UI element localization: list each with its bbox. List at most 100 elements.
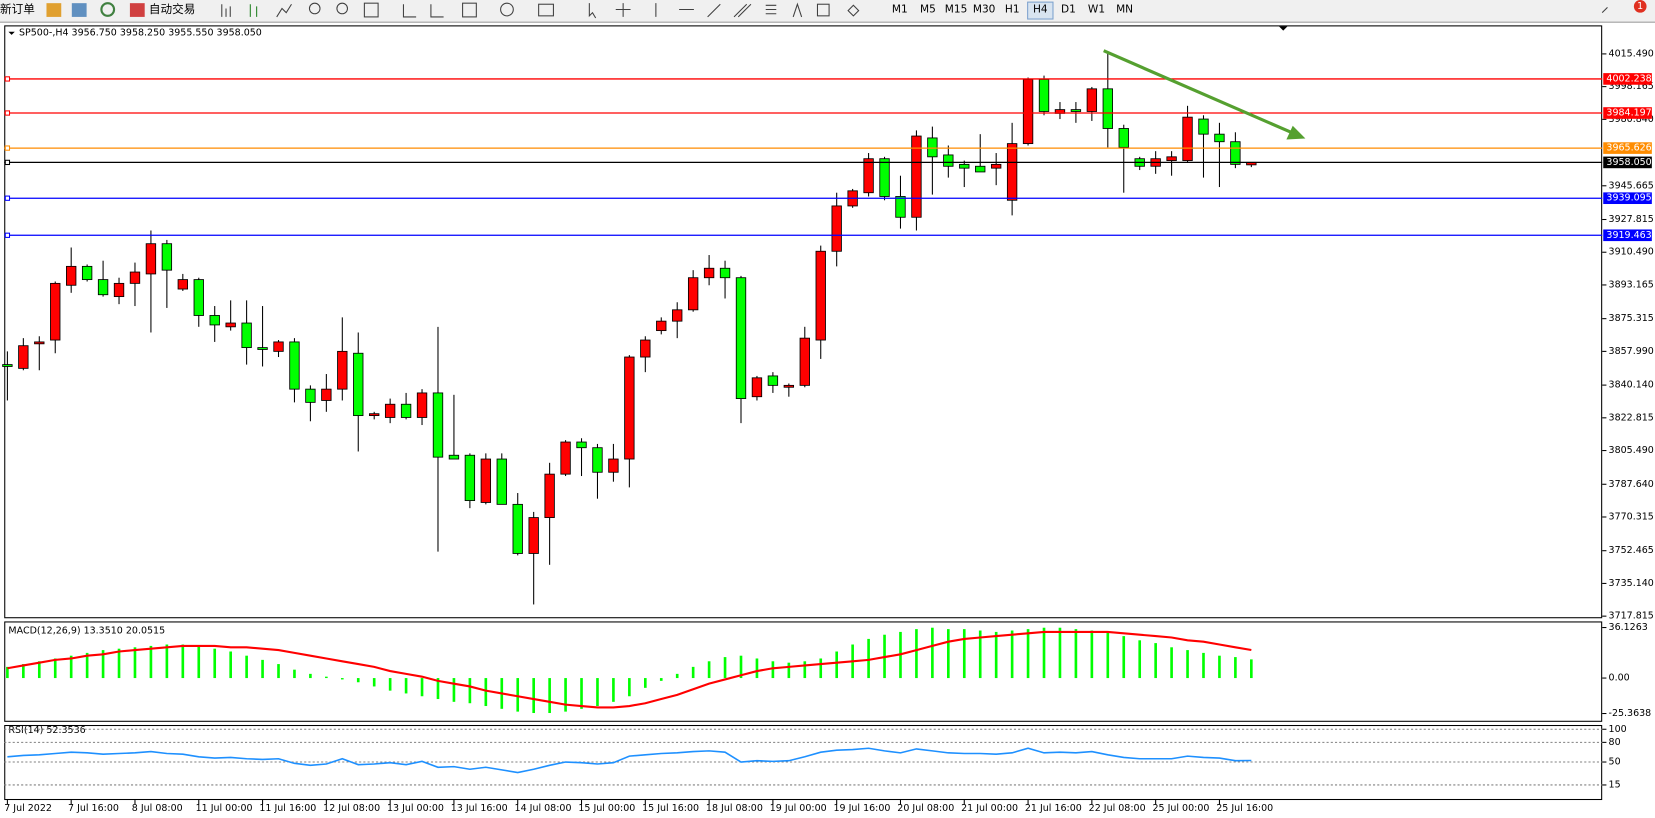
auto-trading-icon[interactable] bbox=[129, 3, 145, 17]
candle-body bbox=[719, 267, 731, 279]
y-tick-label: 3770.315 bbox=[1609, 511, 1654, 522]
candle-body bbox=[2, 364, 13, 367]
icon[interactable] bbox=[655, 3, 721, 18]
level-anchor bbox=[4, 145, 11, 151]
y-tick-label: 0.00 bbox=[1609, 673, 1630, 684]
x-tick-label: 8 Jul 08:00 bbox=[132, 803, 183, 814]
x-tick-label: 12 Jul 08:00 bbox=[323, 803, 380, 814]
icon[interactable] bbox=[588, 3, 597, 19]
notification-count: 1 bbox=[1637, 1, 1643, 12]
macd-title: MACD(12,26,9) 13.3510 20.0515 bbox=[8, 625, 165, 636]
candle-body bbox=[289, 341, 300, 390]
y-tick-label: 50 bbox=[1609, 757, 1621, 768]
candle-body bbox=[145, 243, 157, 275]
icon[interactable] bbox=[816, 3, 830, 17]
candle-body bbox=[337, 350, 348, 390]
icon[interactable] bbox=[733, 3, 752, 18]
arrow-head bbox=[1286, 125, 1306, 140]
candle-body bbox=[1006, 143, 1018, 201]
candle-body bbox=[193, 279, 204, 316]
level-label-box bbox=[1603, 192, 1652, 205]
timeframe-button[interactable]: W1 bbox=[1088, 4, 1105, 16]
timeframe-button[interactable]: D1 bbox=[1061, 4, 1076, 16]
active-timeframe bbox=[1027, 1, 1054, 20]
x-tick-label: 15 Jul 00:00 bbox=[578, 803, 635, 814]
y-tick-label: 3735.140 bbox=[1609, 578, 1654, 589]
candle-body bbox=[34, 341, 45, 345]
y-tick-label: 3717.815 bbox=[1609, 611, 1654, 622]
y-tick-label: 3980.840 bbox=[1609, 114, 1654, 125]
y-tick-label: 3805.490 bbox=[1609, 445, 1654, 456]
timeframe-button[interactable]: MN bbox=[1116, 4, 1133, 16]
candle-body bbox=[496, 458, 507, 505]
icon[interactable] bbox=[430, 4, 444, 18]
timeframe-button[interactable]: H4 bbox=[1033, 4, 1048, 16]
level-label: 3984.197 bbox=[1606, 108, 1651, 119]
auto-trading-button[interactable]: 自动交易 bbox=[149, 2, 195, 16]
level-label-box bbox=[1603, 142, 1652, 154]
level-label-box bbox=[1603, 229, 1652, 242]
icon[interactable] bbox=[402, 4, 417, 18]
x-tick-label: 21 Jul 16:00 bbox=[1025, 803, 1082, 814]
icon[interactable] bbox=[100, 2, 116, 17]
candle-body bbox=[273, 341, 284, 352]
candle-body bbox=[943, 154, 954, 167]
title-marker bbox=[8, 31, 15, 35]
x-tick-label: 13 Jul 00:00 bbox=[387, 803, 444, 814]
y-tick-label: 80 bbox=[1609, 737, 1621, 748]
y-tick-label: 4015.490 bbox=[1609, 48, 1654, 59]
candle-body bbox=[799, 337, 810, 386]
icon[interactable] bbox=[847, 4, 860, 17]
y-tick-label: -25.3638 bbox=[1609, 708, 1652, 719]
timeframe-button[interactable]: M5 bbox=[920, 4, 936, 16]
icon[interactable] bbox=[792, 2, 803, 18]
toolbar-items: 新订单 自动交易 1 bbox=[0, 0, 1647, 19]
candle-body bbox=[209, 315, 220, 326]
y-tick-label: 3857.990 bbox=[1609, 346, 1654, 357]
level-label-box bbox=[1603, 107, 1652, 119]
candle-body bbox=[1102, 88, 1113, 129]
icon[interactable] bbox=[500, 2, 514, 17]
icon[interactable] bbox=[308, 2, 321, 15]
icon[interactable] bbox=[462, 2, 477, 18]
candle-body bbox=[879, 158, 890, 197]
icon[interactable] bbox=[71, 3, 87, 17]
chart-title: SP500-,H4 3956.750 3958.250 3955.550 395… bbox=[19, 27, 262, 38]
icon[interactable] bbox=[46, 3, 62, 17]
icon[interactable] bbox=[363, 2, 379, 18]
x-tick-label: 20 Jul 08:00 bbox=[897, 803, 954, 814]
timeframe-button[interactable]: M1 bbox=[892, 4, 908, 16]
icon[interactable] bbox=[276, 3, 292, 18]
notification-badge[interactable] bbox=[1633, 0, 1647, 13]
chart-window bbox=[0, 23, 1655, 818]
candle-body bbox=[257, 347, 268, 350]
icon[interactable] bbox=[336, 2, 349, 15]
timeframe-button[interactable]: M15 bbox=[945, 4, 968, 16]
icon[interactable] bbox=[249, 4, 258, 17]
level-anchor bbox=[4, 110, 11, 116]
y-tick-label: 3893.165 bbox=[1609, 279, 1654, 290]
timeframe-button[interactable]: M30 bbox=[973, 4, 996, 16]
candle-body bbox=[975, 165, 986, 173]
level-label: 3958.050 bbox=[1606, 157, 1651, 168]
x-tick-label: 11 Jul 00:00 bbox=[196, 803, 253, 814]
timeframe-button[interactable]: H1 bbox=[1005, 4, 1020, 16]
candle-body bbox=[305, 388, 316, 403]
x-tick-label: 19 Jul 00:00 bbox=[770, 803, 827, 814]
icon[interactable] bbox=[538, 3, 554, 17]
icon[interactable] bbox=[1601, 7, 1608, 14]
candle-body bbox=[672, 309, 683, 322]
main-panel-border bbox=[4, 25, 1603, 619]
candle-body bbox=[687, 277, 699, 311]
signal-line bbox=[7, 630, 1252, 709]
macd-panel-border bbox=[4, 621, 1603, 722]
icon[interactable] bbox=[221, 4, 231, 17]
y-tick-label: 36.1263 bbox=[1609, 622, 1648, 633]
new-order-button[interactable]: 新订单 bbox=[0, 2, 35, 16]
rsi-line bbox=[7, 747, 1252, 774]
candle-body bbox=[369, 413, 380, 417]
candle-body bbox=[384, 403, 396, 418]
icon[interactable] bbox=[765, 4, 777, 15]
icon[interactable] bbox=[615, 3, 631, 17]
